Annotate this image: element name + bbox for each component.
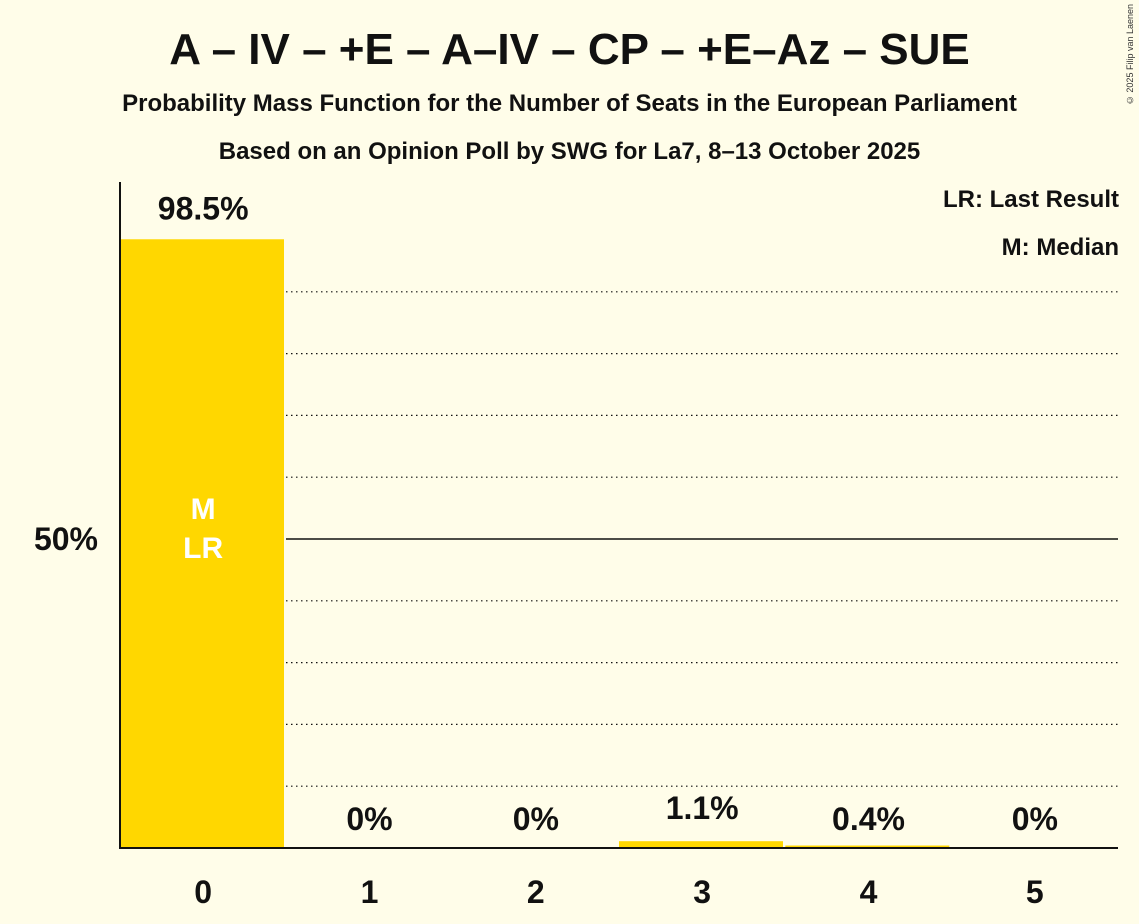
x-tick-1: 1 (361, 874, 379, 910)
bar-0 (120, 239, 284, 848)
bar-3 (619, 841, 783, 848)
chart-subtitle: Probability Mass Function for the Number… (122, 90, 1017, 117)
value-label-5: 0% (1012, 801, 1058, 837)
legend-last-result: LR: Last Result (942, 186, 1119, 213)
value-label-2: 0% (513, 801, 559, 837)
bars (120, 239, 950, 848)
value-labels: 98.5% 0% 0% 1.1% 0.4% 0% M LR (158, 190, 1058, 837)
x-tick-4: 4 (860, 874, 878, 910)
chart-subtitle-source: Based on an Opinion Poll by SWG for La7,… (218, 138, 921, 165)
x-tick-2: 2 (527, 874, 545, 910)
gridlines (286, 291, 1118, 787)
median-marker: M (191, 493, 216, 526)
chart-title: A – IV – +E – A–IV – CP – +E–Az – SUE (169, 25, 970, 74)
axes: 0 1 2 3 4 5 50% (34, 182, 1118, 910)
value-label-3: 1.1% (666, 790, 739, 826)
x-tick-0: 0 (194, 874, 212, 910)
bar-4 (785, 845, 950, 848)
value-label-4: 0.4% (832, 801, 905, 837)
legend-median: M: Median (1001, 234, 1119, 261)
value-label-0: 98.5% (158, 190, 249, 226)
value-label-1: 0% (346, 801, 392, 837)
x-tick-3: 3 (693, 874, 711, 910)
y-tick-label: 50% (34, 521, 98, 557)
x-tick-5: 5 (1026, 874, 1044, 910)
last-result-marker: LR (183, 532, 223, 565)
